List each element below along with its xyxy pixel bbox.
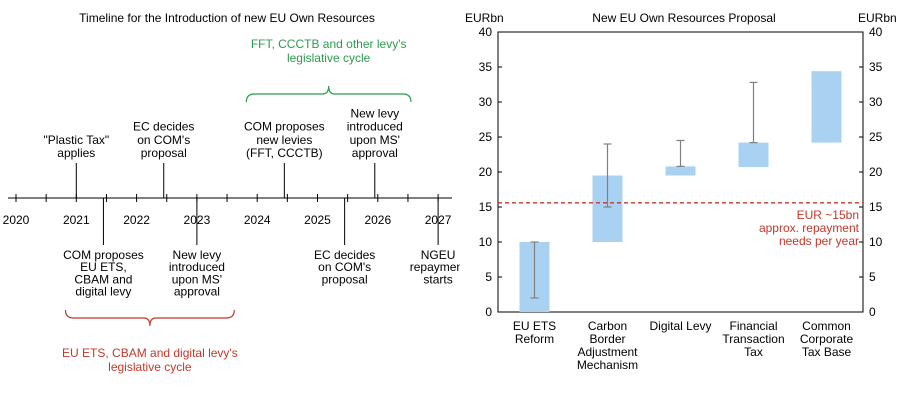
category-label-4-line: Tax Base [802, 345, 852, 359]
y-tick-label-left: 35 [479, 60, 493, 74]
event-below-1-line: introduced [169, 260, 225, 274]
category-label-4-line: Corporate [800, 332, 854, 346]
category-label-1-line: Carbon [588, 319, 627, 333]
event-below-0-line: CBAM and [74, 272, 132, 286]
range-bar [738, 142, 769, 168]
timeline-year-label: 2020 [3, 213, 30, 227]
y-tick-label-left: 15 [479, 200, 493, 214]
event-above-2-line: COM proposes [244, 120, 325, 134]
green-cycle-brace [245, 85, 412, 103]
y-axis-label-left: EURbn [465, 11, 504, 25]
timeline-year-label: 2026 [364, 213, 391, 227]
timeline-title: Timeline for the Introduction of new EU … [79, 11, 375, 25]
timeline-year-label: 2022 [123, 213, 150, 227]
event-above-0-line: "Plastic Tax" [43, 133, 109, 147]
event-below-3-line: starts [423, 272, 452, 286]
green-cycle-label-line: FFT, CCCTB and other levy's [251, 37, 407, 51]
range-bar [811, 71, 842, 143]
event-below-3-line: NGEU [421, 248, 456, 262]
timeline-year-label: 2021 [63, 213, 90, 227]
category-label-1-line: Mechanism [577, 358, 638, 372]
red-cycle-label-line: EU ETS, CBAM and digital levy's [62, 346, 238, 360]
y-tick-label-right: 5 [869, 270, 876, 284]
reference-label-line: approx. repayment [759, 221, 860, 235]
y-tick-label-right: 10 [869, 235, 883, 249]
event-below-0-line: COM proposes [63, 248, 144, 262]
event-below-0-line: digital levy [75, 285, 131, 299]
event-above-1-line: proposal [141, 146, 187, 160]
timeline-year-label: 2025 [304, 213, 331, 227]
event-above-2-line: (FFT, CCCTB) [246, 146, 323, 160]
event-below-1-line: New levy [173, 248, 222, 262]
category-label-4-line: Common [802, 319, 851, 333]
event-above-0-line: applies [57, 146, 95, 160]
y-tick-label-left: 40 [479, 25, 493, 39]
event-above-3-line: introduced [347, 120, 403, 134]
category-label-0-line: Reform [515, 332, 554, 346]
event-above-1-line: on COM's [137, 133, 190, 147]
y-tick-label-right: 40 [869, 25, 883, 39]
event-below-3-line: repayment [410, 260, 460, 274]
category-label-0-line: EU ETS [513, 319, 556, 333]
y-tick-label-right: 15 [869, 200, 883, 214]
event-above-3-line: New levy [350, 106, 399, 120]
red-cycle-label-line: legislative cycle [108, 360, 192, 374]
event-above-3-line: approval [352, 146, 398, 160]
event-below-0-line: EU ETS, [80, 260, 127, 274]
y-tick-label-right: 30 [869, 95, 883, 109]
y-tick-label-left: 20 [479, 165, 493, 179]
y-axis-label-right: EURbn [858, 11, 897, 25]
category-label-3-line: Financial [729, 319, 777, 333]
y-tick-label-right: 35 [869, 60, 883, 74]
event-above-3-line: upon MS' [350, 133, 400, 147]
y-tick-label-right: 20 [869, 165, 883, 179]
red-cycle-brace [64, 309, 235, 327]
range-bar [665, 166, 696, 176]
y-tick-label-left: 5 [485, 270, 492, 284]
event-below-1-line: upon MS' [172, 272, 222, 286]
timeline-year-label: 2024 [244, 213, 271, 227]
event-below-2-line: proposal [322, 272, 368, 286]
category-label-3-line: Tax [744, 345, 763, 359]
reference-label-line: EUR ~15bn [797, 208, 859, 222]
category-label-2-line: Digital Levy [649, 319, 711, 333]
y-tick-label-right: 25 [869, 130, 883, 144]
y-tick-label-left: 0 [485, 305, 492, 319]
event-above-1-line: EC decides [133, 120, 194, 134]
y-tick-label-left: 30 [479, 95, 493, 109]
category-label-1-line: Adjustment [577, 345, 638, 359]
event-below-2-line: on COM's [318, 260, 371, 274]
event-below-1-line: approval [174, 285, 220, 299]
reference-label-line: needs per year [779, 234, 859, 248]
category-label-1-line: Border [589, 332, 625, 346]
y-tick-label-left: 25 [479, 130, 493, 144]
timeline-panel: Timeline for the Introduction of new EU … [3, 11, 460, 374]
chart-title: New EU Own Resources Proposal [592, 11, 775, 25]
own-resources-chart: New EU Own Resources Proposal EURbn EURb… [465, 11, 897, 372]
green-cycle-label-line: legislative cycle [287, 51, 371, 65]
event-above-2-line: new levies [256, 133, 312, 147]
category-label-3-line: Transaction [722, 332, 784, 346]
event-below-2-line: EC decides [314, 248, 375, 262]
y-tick-label-left: 10 [479, 235, 493, 249]
y-tick-label-right: 0 [869, 305, 876, 319]
